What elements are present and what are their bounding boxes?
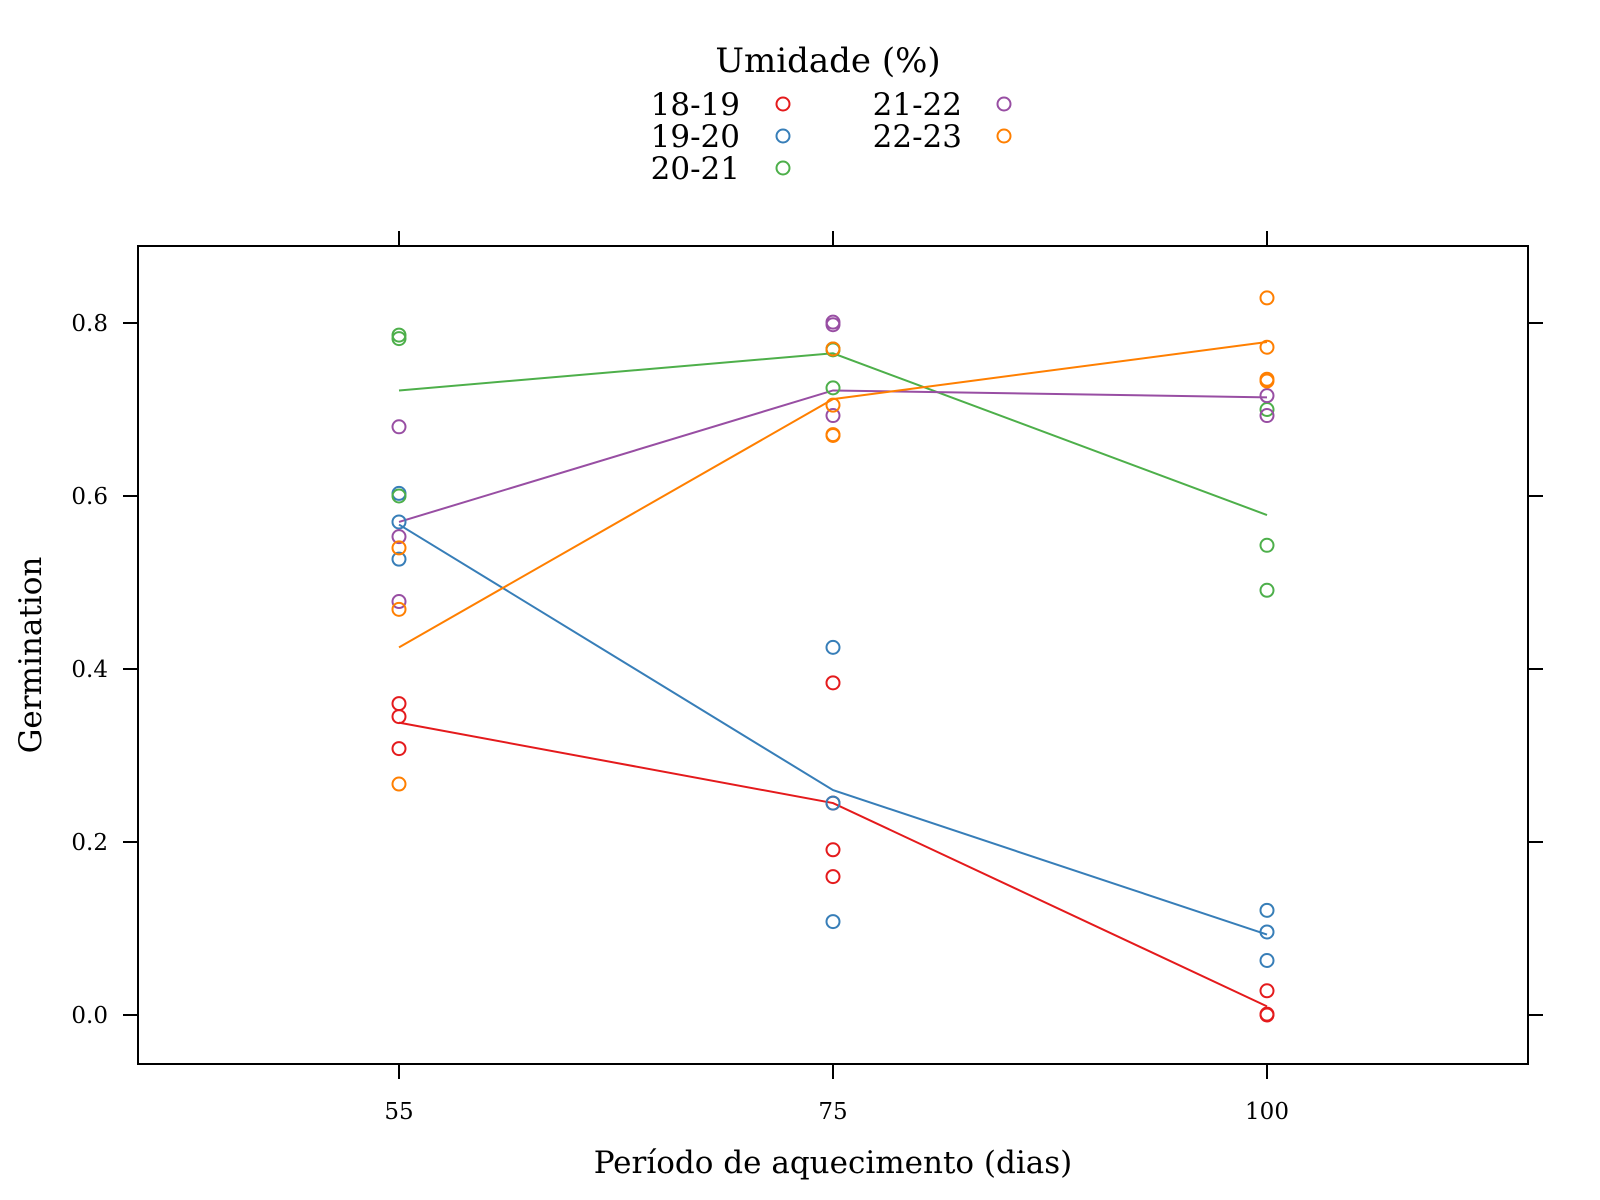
x-tick-label: 75 [818, 1099, 847, 1125]
y-tick-label: 0.8 [71, 311, 108, 337]
legend-symbol [996, 96, 1012, 112]
data-point-22-23 [825, 341, 841, 357]
data-point-22-23 [825, 427, 841, 443]
data-point-20-21 [1259, 537, 1275, 553]
legend-symbol [775, 96, 791, 112]
data-point-21-22 [391, 594, 407, 610]
data-point-19-20 [1259, 953, 1275, 969]
series-line-20-21 [398, 352, 1268, 516]
legend-item-20-21: 20-21 [651, 151, 791, 187]
data-point-21-22 [825, 317, 841, 333]
legend-symbol [775, 128, 791, 144]
series-line-19-20 [398, 523, 1268, 936]
data-point-18-19 [1259, 983, 1275, 999]
data-point-21-22 [1259, 408, 1275, 424]
data-point-18-19 [391, 709, 407, 725]
plot-frame [137, 245, 1529, 1065]
data-point-20-21 [391, 488, 407, 504]
series-line-18-19 [398, 721, 1268, 1008]
data-point-21-22 [825, 408, 841, 424]
data-point-21-22 [391, 419, 407, 435]
legend-label: 18-19 [651, 87, 740, 123]
data-point-21-22 [391, 529, 407, 545]
x-tick-label: 100 [1245, 1099, 1289, 1125]
legend-symbol [775, 160, 791, 176]
x-tick-label: 55 [384, 1099, 413, 1125]
plot-area: 55 75 100 0.0 0.2 0.4 0.6 0.8 [71, 231, 1543, 1125]
legend-title: Umidade (%) [715, 41, 940, 81]
series-line-22-23 [398, 341, 1268, 649]
series-line-21-22 [398, 389, 1268, 523]
y-tick-label: 0.2 [71, 830, 108, 856]
data-point-18-19 [391, 741, 407, 757]
data-point-18-19 [1259, 1007, 1275, 1023]
x-axis-label: Período de aquecimento (dias) [594, 1145, 1073, 1181]
data-point-20-21 [391, 331, 407, 347]
data-point-19-20 [1259, 902, 1275, 918]
data-point-19-20 [825, 639, 841, 655]
legend-label: 21-22 [873, 87, 962, 123]
data-point-19-20 [1259, 924, 1275, 940]
legend-item-18-19: 18-19 [651, 87, 791, 123]
legend-label: 20-21 [651, 151, 740, 187]
data-point-18-19 [825, 675, 841, 691]
legend-symbol [996, 128, 1012, 144]
legend-label: 19-20 [651, 119, 740, 155]
data-point-18-19 [391, 696, 407, 712]
data-point-22-23 [391, 601, 407, 617]
data-point-22-23 [1259, 339, 1275, 355]
y-tick-label: 0.6 [71, 484, 108, 510]
data-point-19-20 [825, 795, 841, 811]
data-point-19-20 [391, 514, 407, 530]
data-point-22-23 [1259, 373, 1275, 389]
legend-label: 22-23 [873, 119, 962, 155]
y-tick-label: 0.4 [71, 657, 108, 683]
data-point-20-21 [825, 380, 841, 396]
data-point-21-22 [1259, 388, 1275, 404]
data-point-20-21 [1259, 582, 1275, 598]
data-point-18-19 [825, 869, 841, 885]
legend-item-22-23: 22-23 [873, 119, 1012, 155]
data-point-22-23 [391, 776, 407, 792]
legend-item-21-22: 21-22 [873, 87, 1012, 123]
data-point-22-23 [391, 540, 407, 556]
legend-item-19-20: 19-20 [651, 119, 791, 155]
data-point-22-23 [1259, 290, 1275, 306]
y-tick-label: 0.0 [71, 1003, 108, 1029]
data-point-18-19 [825, 842, 841, 858]
data-point-22-23 [825, 397, 841, 413]
y-axis-label: Germination [13, 557, 49, 754]
data-point-19-20 [391, 551, 407, 567]
data-point-19-20 [825, 914, 841, 930]
